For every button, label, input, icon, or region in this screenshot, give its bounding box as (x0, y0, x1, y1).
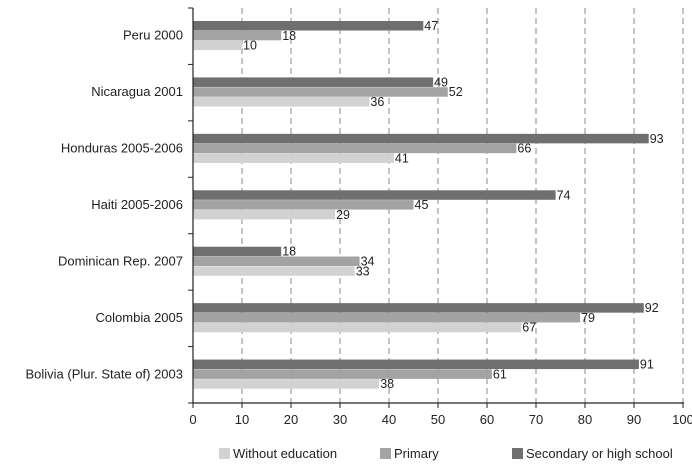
data-label: 92 (645, 301, 659, 315)
bar-secondary-or-high-school (193, 303, 644, 313)
bar-without-education (193, 322, 522, 333)
data-label: 66 (517, 142, 531, 156)
x-tick-label: 30 (333, 412, 347, 427)
gridlines (241, 8, 684, 403)
data-label: 47 (424, 19, 438, 33)
category-label: Honduras 2005-2006 (61, 141, 183, 156)
bar-secondary-or-high-school (193, 246, 282, 257)
category-label: Colombia 2005 (96, 310, 183, 325)
category-label: Nicaragua 2001 (91, 84, 183, 99)
legend-swatch-primary (380, 448, 391, 459)
legend-label: Without education (233, 446, 337, 461)
data-label: 18 (282, 245, 296, 259)
x-tick-label: 20 (284, 412, 298, 427)
data-label: 41 (395, 151, 409, 165)
legend-swatch-without-education (219, 448, 230, 459)
axes (188, 7, 684, 408)
labels: 0 10 20 30 40 50 60 70 80 90 100 47 18 10 Peru 2000 495… (25, 19, 692, 427)
category-label: Dominican Rep. 2007 (58, 253, 183, 268)
x-tick-label: 50 (431, 412, 445, 427)
data-label: 52 (449, 85, 463, 99)
data-label: 91 (640, 358, 654, 372)
bar-primary (193, 143, 517, 154)
bar-without-education (193, 40, 242, 51)
x-tick-label: 10 (235, 412, 249, 427)
data-label: 29 (336, 208, 350, 222)
bar-secondary-or-high-school (193, 77, 434, 87)
bar-secondary-or-high-school (193, 21, 424, 31)
x-tick-label: 100 (672, 412, 692, 427)
x-tick-label: 0 (189, 412, 196, 427)
data-label: 93 (650, 132, 664, 146)
bar-without-education (193, 209, 336, 220)
bar-without-education (193, 153, 394, 163)
x-tick-label: 40 (382, 412, 396, 427)
data-label: 36 (370, 95, 384, 109)
bar-primary (193, 369, 492, 379)
bar-secondary-or-high-school (193, 359, 639, 370)
bar-without-education (193, 97, 370, 107)
data-label: 38 (380, 377, 394, 391)
bar-secondary-or-high-school (193, 190, 556, 200)
data-label: 79 (581, 311, 595, 325)
data-label: 74 (557, 188, 571, 202)
bar-primary (193, 30, 282, 41)
legend-label: Primary (394, 446, 439, 461)
bars (193, 21, 649, 389)
legend-swatch-secondary-or-high-school (512, 448, 523, 459)
data-label: 33 (356, 264, 370, 278)
bar-primary (193, 87, 448, 97)
data-label: 61 (493, 367, 507, 381)
data-label: 45 (415, 198, 429, 212)
data-label: 34 (361, 255, 375, 269)
data-label: 18 (282, 29, 296, 43)
bar-without-education (193, 266, 355, 276)
data-label: 10 (243, 39, 257, 53)
bar-primary (193, 256, 360, 267)
x-tick-label: 90 (627, 412, 641, 427)
category-label: Bolivia (Plur. State of) 2003 (25, 366, 183, 381)
bar-without-education (193, 379, 380, 389)
x-tick-label: 70 (529, 412, 543, 427)
bar-primary (193, 312, 581, 323)
data-label: 67 (522, 321, 536, 335)
x-tick-label: 60 (480, 412, 494, 427)
legend-label: Secondary or high school (526, 446, 673, 461)
category-label: Peru 2000 (123, 28, 183, 43)
category-label: Haiti 2005-2006 (91, 197, 183, 212)
legend: Without education Primary Secondary or hig… (219, 446, 673, 461)
bar-secondary-or-high-school (193, 133, 649, 144)
x-tick-label: 80 (578, 412, 592, 427)
bar-primary (193, 200, 414, 210)
data-label: 49 (434, 75, 448, 89)
